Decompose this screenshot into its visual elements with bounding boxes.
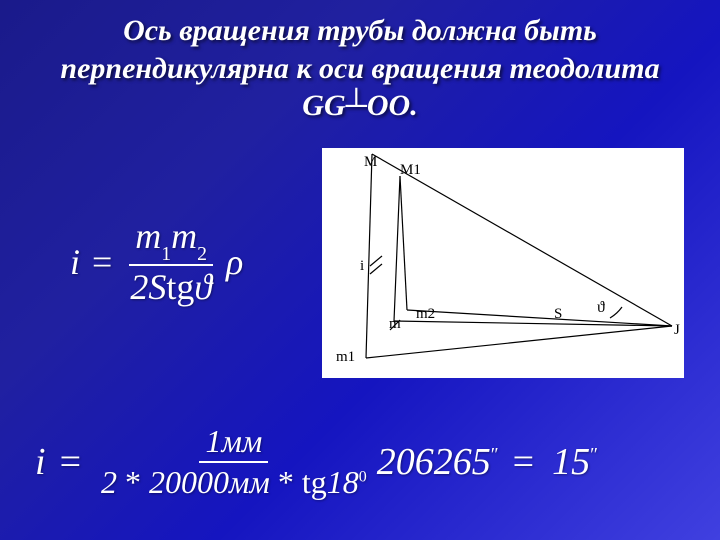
line-m1-J [366,326,672,358]
line-M1-m2 [400,176,407,310]
equals-sign: = [92,241,112,283]
den2-deg: 0 [359,469,367,486]
line-M1-m [394,176,400,321]
formula2-result: 15″ [552,440,598,484]
num-m1: m [135,216,161,256]
den2-tg: tg [302,464,327,500]
line-M-m1 [366,154,372,358]
tick-i-bottom [370,264,382,274]
formula1-fraction: m1m2 2Stgϑ [124,215,218,310]
den2-18: 18 [327,464,359,500]
res-prime: ″ [590,445,598,466]
formula1-lhs: i [70,241,80,283]
tick-i-top [370,256,382,266]
num-1: 1 [205,423,221,459]
formula1-rho: ρ [226,241,243,283]
label-J: J [674,322,680,338]
formula1-denominator: 2Stgϑ [124,266,218,310]
rho-206265: 206265 [377,441,491,483]
den2-mm: мм [229,464,270,500]
label-m: m [389,316,401,332]
equals-sign-2: = [60,440,81,484]
label-M: M [364,154,377,170]
label-m2: m2 [416,306,435,322]
slide-title: Ось вращения трубы должна быть перпендик… [0,0,720,131]
den-s: S [148,267,166,307]
formula-i-ratio: i = m1m2 2Stgϑ ρ [70,215,243,310]
formula2-rho: 206265″ [377,440,499,484]
geometric-diagram: M M1 i m m2 m1 S ϑ J [322,148,684,378]
label-theta: ϑ [597,299,605,316]
arc-theta [610,307,622,318]
line-M-J [372,154,672,326]
formula-numeric: i = 1мм 2 * 20000мм * tg180 206265″ = 15… [35,422,598,502]
num-sub2: 2 [197,243,207,265]
den2-20000: 20000 [149,464,229,500]
label-m1: m1 [336,349,355,365]
label-S: S [554,306,562,322]
formula2-lhs: i [35,440,46,484]
formula2-denominator: 2 * 20000мм * tg180 [95,463,373,502]
formula1-numerator: m1m2 [129,215,213,266]
label-i: i [360,258,364,274]
equals-sign-3: = [513,440,534,484]
den-theta: ϑ [194,267,212,307]
diagram-svg: M M1 i m m2 m1 S ϑ J [322,148,684,378]
label-M1: M1 [400,162,421,178]
den2-star2: * [278,464,294,500]
den-2: 2 [130,267,148,307]
den2-star1: * [125,464,141,500]
res-15: 15 [552,441,590,483]
formula2-numerator: 1мм [199,422,268,463]
formula2-fraction: 1мм 2 * 20000мм * tg180 [95,422,373,502]
den-tg: tg [166,267,194,307]
num-mm: мм [221,423,262,459]
num-m2: m [171,216,197,256]
den2-2: 2 [101,464,117,500]
rho-prime: ″ [491,445,499,466]
num-sub1: 1 [161,243,171,265]
